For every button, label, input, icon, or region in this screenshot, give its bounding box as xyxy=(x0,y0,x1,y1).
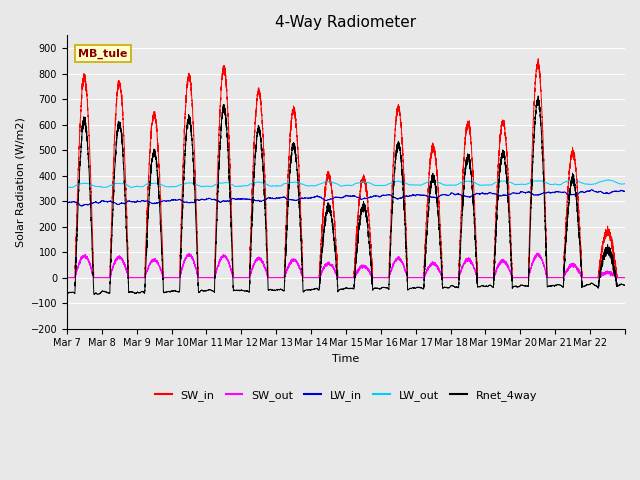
LW_in xyxy=(588,187,595,192)
LW_in xyxy=(550,190,557,195)
Text: MB_tule: MB_tule xyxy=(78,48,127,59)
SW_in xyxy=(482,275,490,280)
SW_in xyxy=(63,275,71,280)
LW_in xyxy=(83,202,90,207)
LW_in xyxy=(77,203,85,209)
Rnet_4way xyxy=(534,93,542,99)
SW_in xyxy=(234,275,242,280)
LW_out xyxy=(550,181,557,187)
Rnet_4way xyxy=(621,283,628,288)
SW_in xyxy=(314,275,321,280)
LW_out xyxy=(314,182,321,188)
SW_out xyxy=(207,275,215,280)
Rnet_4way xyxy=(314,286,321,291)
Rnet_4way xyxy=(208,288,216,294)
LW_out xyxy=(604,177,612,183)
SW_in xyxy=(621,275,628,280)
SW_in xyxy=(83,86,90,92)
LW_out xyxy=(621,181,628,187)
SW_out xyxy=(234,275,242,280)
LW_out xyxy=(83,180,90,186)
LW_out xyxy=(482,182,490,188)
Rnet_4way xyxy=(482,283,490,289)
SW_out xyxy=(550,275,557,280)
LW_in xyxy=(63,200,71,206)
SW_in xyxy=(550,275,557,280)
Line: LW_out: LW_out xyxy=(67,180,625,188)
Line: LW_in: LW_in xyxy=(67,190,625,206)
SW_out xyxy=(314,275,321,280)
Line: Rnet_4way: Rnet_4way xyxy=(67,96,625,294)
SW_in xyxy=(207,275,215,280)
SW_out xyxy=(83,254,90,260)
SW_in xyxy=(534,56,542,61)
Y-axis label: Solar Radiation (W/m2): Solar Radiation (W/m2) xyxy=(15,117,25,247)
SW_out xyxy=(621,275,628,280)
SW_out xyxy=(482,275,490,280)
LW_out xyxy=(208,184,216,190)
SW_out xyxy=(63,275,71,280)
LW_out xyxy=(100,185,108,191)
Title: 4-Way Radiometer: 4-Way Radiometer xyxy=(275,15,417,30)
Rnet_4way xyxy=(234,288,242,293)
Rnet_4way xyxy=(63,290,71,296)
Rnet_4way xyxy=(550,283,557,288)
Line: SW_out: SW_out xyxy=(67,253,625,277)
SW_out xyxy=(533,250,541,256)
LW_in xyxy=(208,197,216,203)
Rnet_4way xyxy=(94,291,102,297)
LW_in xyxy=(621,189,628,194)
Line: SW_in: SW_in xyxy=(67,59,625,277)
Rnet_4way xyxy=(83,128,90,134)
LW_out xyxy=(234,183,242,189)
LW_out xyxy=(63,184,71,190)
Legend: SW_in, SW_out, LW_in, LW_out, Rnet_4way: SW_in, SW_out, LW_in, LW_out, Rnet_4way xyxy=(150,385,541,405)
LW_in xyxy=(234,196,242,202)
LW_in xyxy=(482,191,490,196)
LW_in xyxy=(314,193,321,199)
X-axis label: Time: Time xyxy=(332,354,360,364)
